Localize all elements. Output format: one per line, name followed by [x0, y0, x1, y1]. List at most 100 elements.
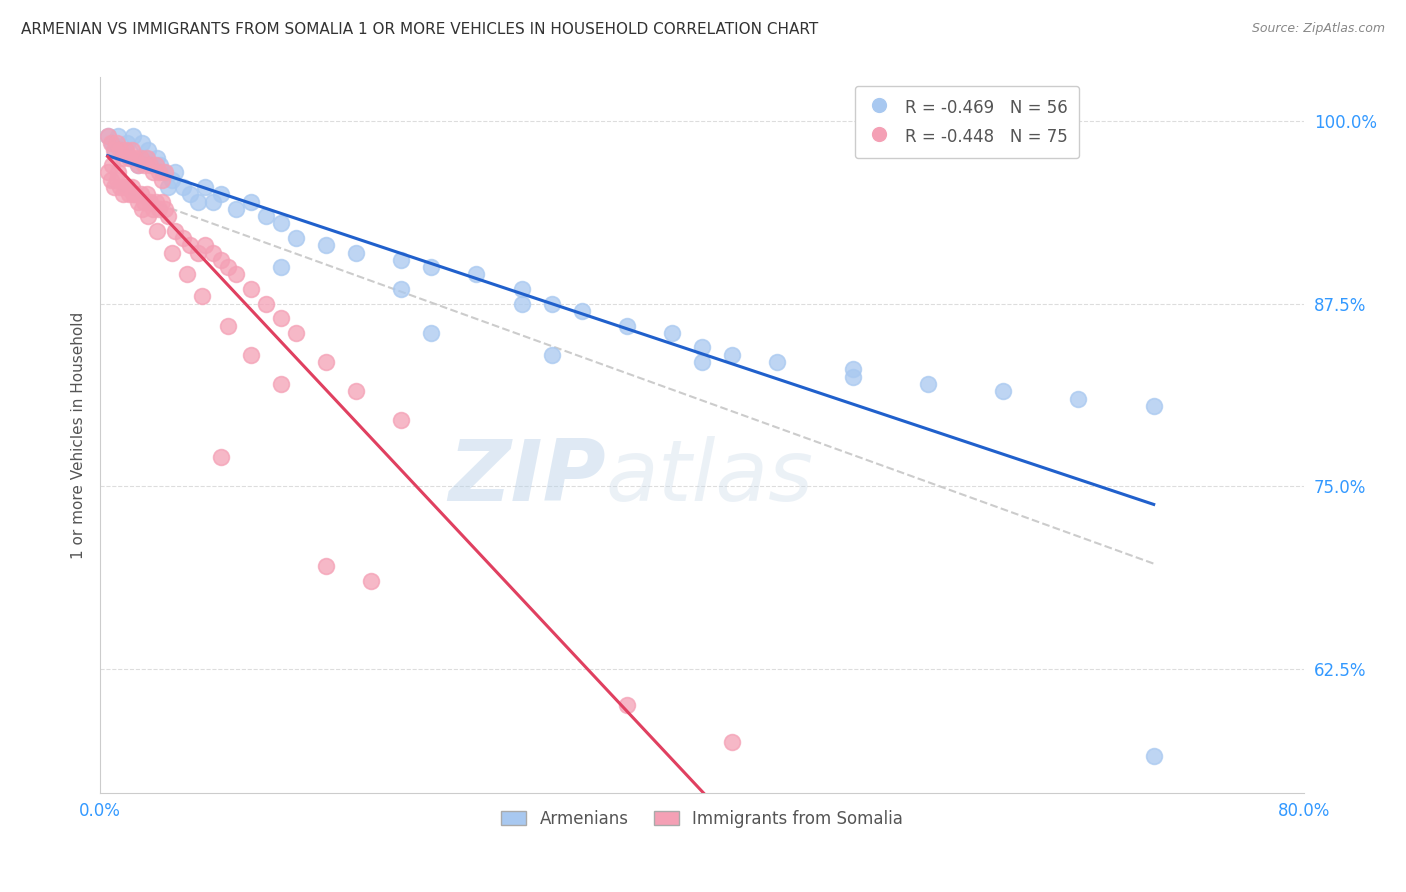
Point: [103, 144, 125, 158]
Point: [103, 180, 125, 194]
Point: [315, 238, 337, 252]
Point: [194, 180, 217, 194]
Point: [97, 165, 120, 179]
Point: [270, 260, 292, 275]
Point: [165, 224, 187, 238]
Point: [202, 245, 225, 260]
Point: [115, 180, 138, 194]
Point: [162, 245, 184, 260]
Point: [139, 158, 162, 172]
Point: [270, 311, 292, 326]
Point: [172, 180, 194, 194]
Point: [225, 202, 247, 216]
Point: [315, 355, 337, 369]
Point: [465, 268, 488, 282]
Point: [118, 187, 141, 202]
Text: ARMENIAN VS IMMIGRANTS FROM SOMALIA 1 OR MORE VEHICLES IN HOUSEHOLD CORRELATION : ARMENIAN VS IMMIGRANTS FROM SOMALIA 1 OR…: [21, 22, 818, 37]
Point: [145, 158, 167, 172]
Point: [148, 202, 170, 216]
Point: [162, 172, 184, 186]
Point: [101, 158, 124, 172]
Point: [153, 165, 176, 179]
Point: [129, 187, 152, 202]
Point: [121, 180, 143, 194]
Point: [153, 202, 176, 216]
Point: [135, 151, 157, 165]
Point: [360, 574, 382, 588]
Point: [270, 216, 292, 230]
Point: [131, 202, 153, 216]
Point: [107, 165, 129, 179]
Point: [132, 158, 155, 172]
Point: [127, 194, 149, 209]
Point: [766, 355, 789, 369]
Point: [105, 172, 128, 186]
Point: [254, 296, 277, 310]
Point: [156, 180, 179, 194]
Point: [420, 260, 443, 275]
Point: [179, 187, 201, 202]
Point: [100, 136, 122, 150]
Point: [841, 369, 863, 384]
Legend: Armenians, Immigrants from Somalia: Armenians, Immigrants from Somalia: [495, 803, 910, 834]
Point: [389, 252, 412, 267]
Point: [146, 224, 169, 238]
Point: [540, 296, 562, 310]
Point: [127, 158, 149, 172]
Point: [105, 136, 128, 150]
Point: [191, 289, 214, 303]
Point: [217, 260, 239, 275]
Point: [315, 559, 337, 574]
Point: [127, 158, 149, 172]
Point: [721, 348, 744, 362]
Point: [202, 194, 225, 209]
Point: [129, 151, 152, 165]
Point: [132, 194, 155, 209]
Point: [225, 268, 247, 282]
Point: [510, 296, 533, 310]
Point: [284, 231, 307, 245]
Point: [142, 202, 165, 216]
Point: [131, 136, 153, 150]
Point: [661, 326, 683, 340]
Point: [122, 187, 145, 202]
Point: [135, 187, 157, 202]
Point: [389, 413, 412, 427]
Point: [107, 128, 129, 143]
Point: [101, 136, 124, 150]
Point: [108, 144, 131, 158]
Point: [616, 318, 638, 333]
Point: [209, 252, 232, 267]
Point: [146, 151, 169, 165]
Point: [270, 376, 292, 391]
Point: [194, 238, 217, 252]
Point: [111, 187, 134, 202]
Point: [121, 144, 143, 158]
Point: [239, 348, 262, 362]
Point: [104, 144, 127, 158]
Point: [1067, 392, 1090, 406]
Point: [165, 165, 187, 179]
Point: [111, 144, 134, 158]
Point: [100, 172, 122, 186]
Point: [97, 128, 120, 143]
Point: [993, 384, 1015, 399]
Point: [179, 238, 201, 252]
Point: [152, 165, 174, 179]
Point: [142, 158, 165, 172]
Point: [122, 128, 145, 143]
Text: ZIP: ZIP: [449, 436, 606, 519]
Point: [917, 376, 939, 391]
Point: [187, 245, 209, 260]
Point: [145, 194, 167, 209]
Point: [176, 268, 198, 282]
Y-axis label: 1 or more Vehicles in Household: 1 or more Vehicles in Household: [72, 311, 86, 558]
Point: [540, 348, 562, 362]
Point: [254, 209, 277, 223]
Point: [148, 165, 170, 179]
Point: [150, 172, 173, 186]
Point: [111, 151, 134, 165]
Point: [114, 144, 136, 158]
Point: [344, 384, 367, 399]
Point: [690, 355, 713, 369]
